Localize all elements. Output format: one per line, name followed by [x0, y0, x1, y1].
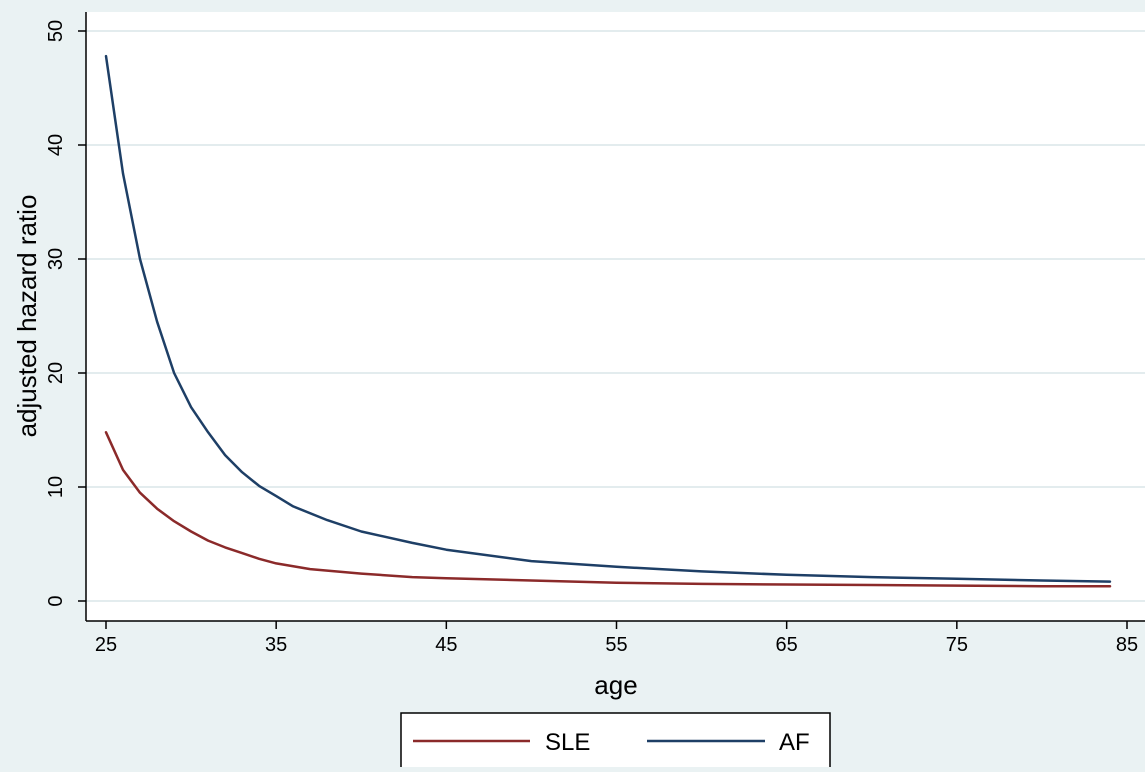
- x-tick-label: 85: [1116, 634, 1138, 656]
- x-tick-label: 55: [605, 634, 627, 656]
- y-axis-title: adjusted hazard ratio: [12, 195, 42, 438]
- y-tick-label: 30: [45, 248, 67, 270]
- legend: SLE AF: [400, 712, 831, 770]
- x-tick-label: 25: [95, 634, 117, 656]
- axes: 0 10 20 30 40 50 25 35 45 55 65 75 85: [45, 12, 1145, 656]
- series-line-af: [104, 54, 1112, 583]
- y-tick-label: 50: [45, 20, 67, 42]
- x-tick-label: 75: [946, 634, 968, 656]
- x-axis-title: age: [594, 670, 637, 700]
- y-tick-label: 10: [45, 476, 67, 498]
- x-tick-label: 45: [435, 634, 457, 656]
- y-tick-label: 20: [45, 362, 67, 384]
- x-tick-label: 35: [265, 634, 287, 656]
- y-tick-label: 0: [45, 595, 67, 606]
- plot-area: [86, 12, 1145, 621]
- y-tick-label: 40: [45, 134, 67, 156]
- legend-label-sle: SLE: [545, 729, 590, 756]
- series-line-sle: [104, 431, 1112, 588]
- legend-label-af: AF: [779, 729, 810, 756]
- x-tick-label: 65: [776, 634, 798, 656]
- series-lines: [104, 54, 1112, 588]
